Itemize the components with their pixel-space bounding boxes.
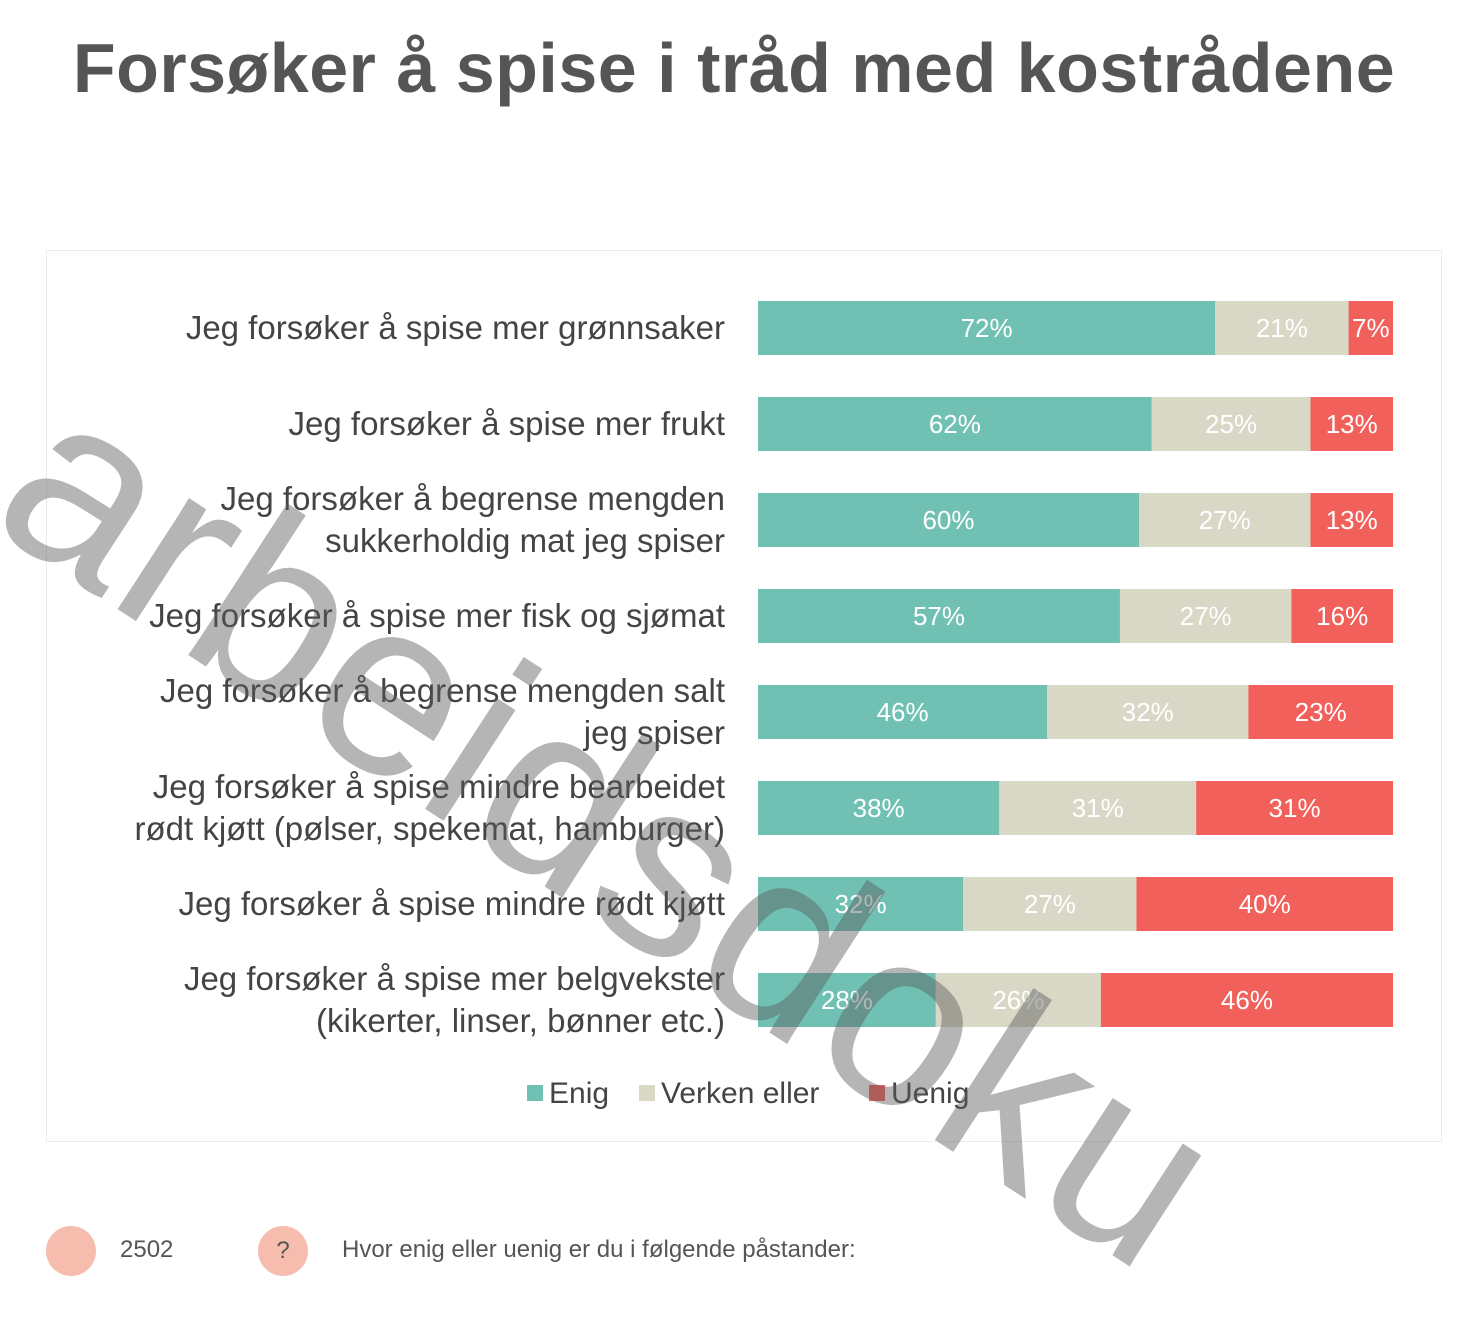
data-label: 13% [1326,505,1378,535]
bar-segment [758,589,1120,643]
category-label: Jeg forsøker å begrense mengden sukkerhol… [221,480,725,559]
bar-segment [1139,493,1311,547]
data-label: 32% [1122,697,1174,727]
bar-segment [963,877,1137,931]
stacked-bar-chart: Jeg forsøker å spise mer grønnsaker 72% 21… [134,301,1393,1110]
category-label: Jeg forsøker å spise mer fisk og sjømat [149,597,725,634]
page-title: Forsøker å spise i tråd med kostrådene [72,29,1396,107]
bar-segment [1047,685,1249,739]
bar-segment [1248,685,1393,739]
data-label: 31% [1072,793,1124,823]
bar-segment [1136,877,1393,931]
data-label: 62% [929,409,981,439]
bar-segment [1215,301,1349,355]
bar-segment [758,781,1000,835]
bar-segment [758,397,1152,451]
bar-segment [1291,589,1393,643]
data-label: 57% [913,601,965,631]
data-label: 31% [1269,793,1321,823]
data-label: 46% [877,697,929,727]
bar-segment [1310,493,1393,547]
data-label: 26% [992,985,1044,1015]
bar-segment [1119,589,1292,643]
bar-segment [758,493,1139,547]
data-label: 28% [821,985,873,1015]
bar-segment [758,301,1216,355]
category-label: Jeg forsøker å spise mindre bearbeidet rø… [134,768,725,847]
category-label: Jeg forsøker å spise mer grønnsaker [186,309,725,346]
legend-swatch [639,1085,655,1101]
data-label: 7% [1352,313,1390,343]
bar-segment [758,877,964,931]
data-label: 60% [922,505,974,535]
data-label: 16% [1316,601,1368,631]
bar-segment [758,973,936,1027]
data-label: 40% [1239,889,1291,919]
data-label: 38% [853,793,905,823]
bar-segment [1310,397,1393,451]
bar-segment [1151,397,1311,451]
category-label: Jeg forsøker å spise mindre rødt kjøtt [179,885,725,922]
bar-segment [1348,301,1393,355]
data-label: 13% [1326,409,1378,439]
question-text: Hvor enig eller uenig er du i følgende p… [342,1236,856,1263]
legend-label: Enig [549,1077,609,1110]
data-label: 27% [1199,505,1251,535]
category-label: Jeg forsøker å begrense mengden salt jeg … [160,672,725,751]
chart-area: Jeg forsøker å spise mer grønnsaker 72% 21… [46,250,1442,1142]
legend-label: Uenig [891,1077,969,1110]
data-label: 21% [1256,313,1308,343]
bar-segment [758,685,1048,739]
legend-swatch [869,1085,885,1101]
respondents-icon [46,1226,96,1276]
bar-segment [1196,781,1393,835]
data-label: 32% [835,889,887,919]
data-label: 23% [1295,697,1347,727]
bar-segment [935,973,1101,1027]
legend-swatch [527,1085,543,1101]
data-label: 27% [1024,889,1076,919]
bar-segment [999,781,1197,835]
data-label: 72% [961,313,1013,343]
data-label: 46% [1221,985,1273,1015]
question-icon: ? [258,1226,308,1276]
respondent-count: 2502 [120,1236,174,1263]
data-label: 27% [1180,601,1232,631]
bar-segment [1100,973,1393,1027]
category-label: Jeg forsøker å spise mer frukt [289,405,725,442]
legend-label: Verken eller [661,1077,819,1110]
category-label: Jeg forsøker å spise mer belgvekster (kik… [184,960,725,1039]
data-label: 25% [1205,409,1257,439]
